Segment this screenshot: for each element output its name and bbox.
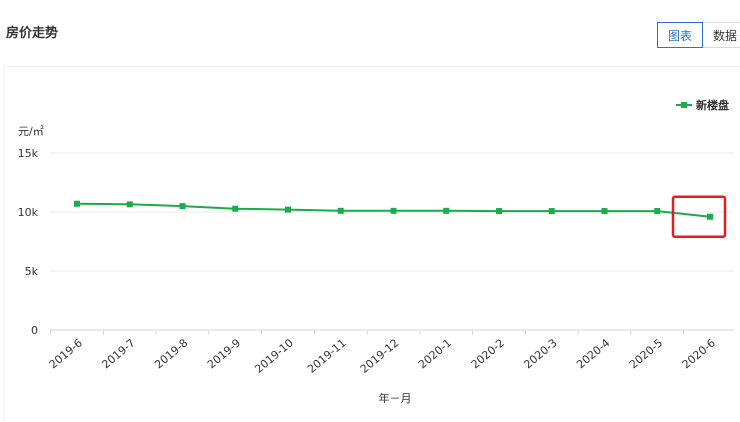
data-point[interactable]	[707, 213, 713, 220]
view-toggle: 图表 数据	[657, 22, 740, 50]
data-point[interactable]	[232, 205, 239, 212]
data-point[interactable]	[548, 208, 555, 215]
y-unit-label: 元/㎡	[18, 125, 44, 138]
y-tick-label: 0	[31, 324, 38, 337]
page-title: 房价走势	[6, 26, 59, 41]
legend-marker	[681, 102, 687, 108]
highlight-box	[671, 195, 727, 238]
y-tick-label: 10k	[18, 206, 39, 219]
data-point[interactable]	[601, 208, 608, 215]
x-tick-label: 2020-6	[680, 336, 718, 371]
x-tick-label: 2020-5	[627, 336, 665, 371]
data-point[interactable]	[179, 203, 186, 210]
header: 房价走势 图表 数据	[0, 0, 740, 60]
x-axis-title: 年－月	[379, 391, 412, 405]
x-tick-label: 2019-7	[99, 336, 137, 371]
data-point[interactable]	[654, 208, 661, 215]
x-tick-label: 2020-4	[574, 336, 612, 371]
y-tick-label: 15k	[18, 147, 39, 160]
chart-panel	[4, 66, 740, 422]
legend-label[interactable]: 新楼盘	[696, 98, 729, 112]
legend: 新楼盘	[676, 98, 729, 112]
data-point[interactable]	[126, 201, 133, 208]
x-tick-label: 2019-6	[47, 336, 85, 371]
x-tick-label: 2019-9	[205, 336, 243, 371]
x-tick-label: 2020-2	[469, 336, 507, 371]
x-tick-label: 2019-10	[252, 336, 296, 376]
y-tick-label: 5k	[25, 265, 39, 278]
x-axis-ticks: 2019-6 2019-7 2019-8 2019-9 2019-10 2019-11 20…	[47, 330, 718, 376]
data-point[interactable]	[74, 200, 80, 207]
x-tick-label: 2020-1	[416, 336, 454, 371]
data-point[interactable]	[337, 207, 344, 214]
data-point[interactable]	[390, 207, 397, 214]
y-axis-ticks: 0 5k 10k 15k	[18, 147, 39, 337]
data-point[interactable]	[285, 206, 291, 213]
tab-chart[interactable]: 图表	[657, 22, 704, 48]
series	[74, 195, 727, 238]
x-tick-label: 2020-3	[521, 336, 559, 371]
x-tick-label: 2019-8	[152, 336, 190, 371]
x-tick-label: 2019-11	[305, 336, 349, 376]
tab-data[interactable]: 数据	[703, 22, 740, 48]
data-point[interactable]	[443, 207, 450, 214]
x-tick-label: 2019-12	[358, 336, 402, 376]
data-point[interactable]	[496, 208, 502, 215]
